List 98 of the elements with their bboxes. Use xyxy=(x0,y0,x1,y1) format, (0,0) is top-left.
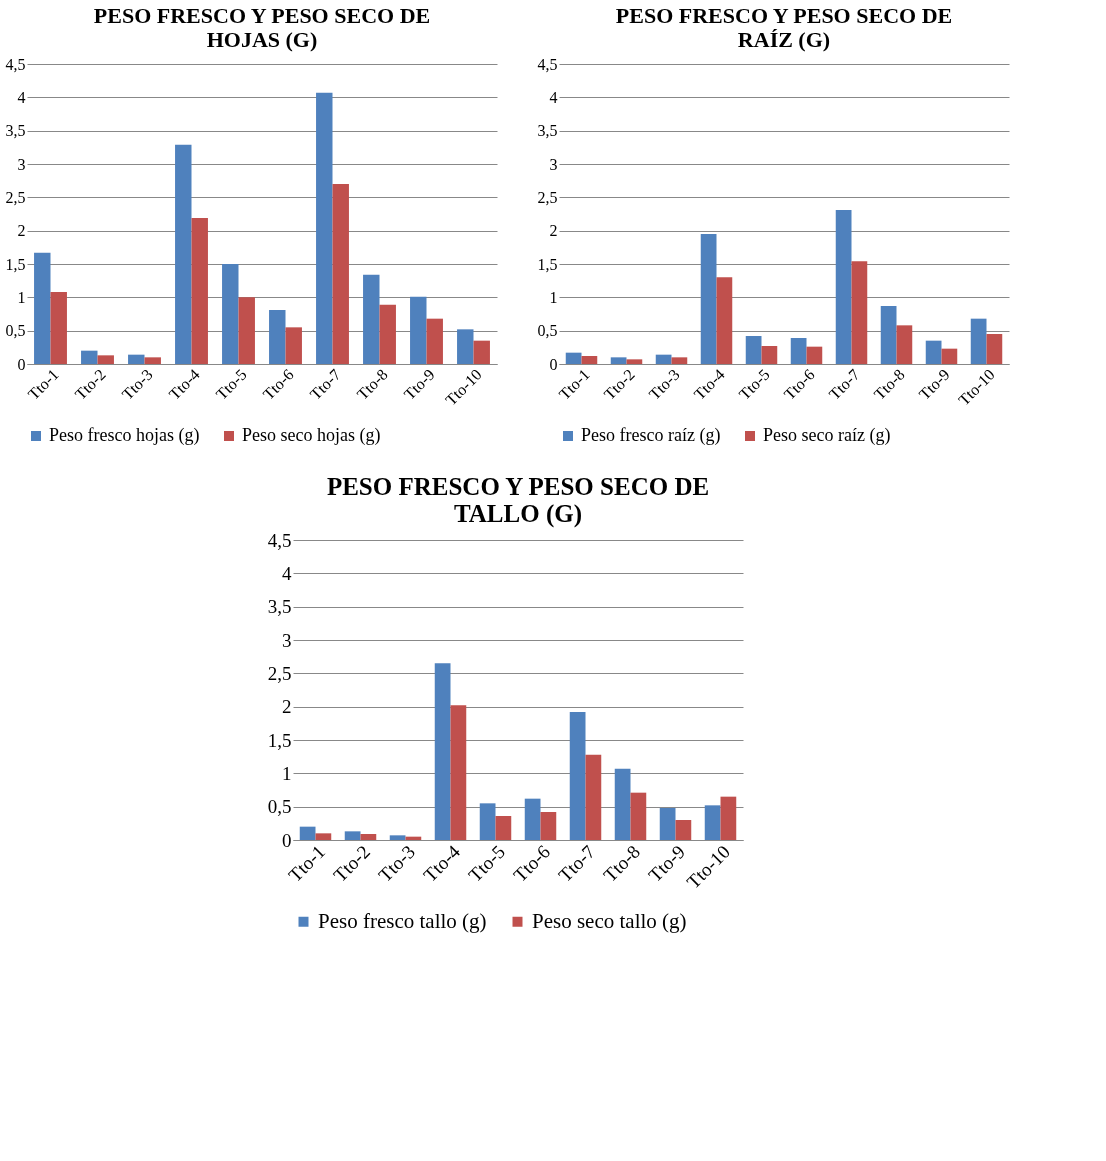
bar xyxy=(610,357,627,364)
y-tick-label: 0,5 xyxy=(5,322,26,340)
y-tick-label: 1 xyxy=(549,288,558,306)
bar xyxy=(97,355,114,364)
y-tick-label: 0 xyxy=(549,355,558,373)
chart-title: PESO FRESCO Y PESO SECO DE HOJAS (G) xyxy=(93,3,431,52)
y-tick-label: 0,5 xyxy=(537,322,558,340)
bar xyxy=(495,816,512,840)
bar xyxy=(700,234,717,364)
chart-title: PESO FRESCO Y PESO SECO DE TALLO (G) xyxy=(326,473,710,528)
legend-label: Peso fresco raíz (g) xyxy=(581,425,721,446)
bar xyxy=(389,835,406,840)
bar xyxy=(473,340,490,364)
legend-label: Peso seco raíz (g) xyxy=(763,425,891,446)
bar xyxy=(790,338,807,364)
bar xyxy=(671,357,688,364)
y-tick-label: 2,5 xyxy=(537,188,558,206)
bar xyxy=(720,796,737,840)
bar xyxy=(880,306,897,364)
y-tick-label: 1 xyxy=(17,288,26,306)
bar xyxy=(925,340,942,364)
bar xyxy=(479,803,496,840)
bar xyxy=(175,144,192,364)
bar xyxy=(238,297,255,364)
y-tick-label: 3,5 xyxy=(267,596,292,618)
bar xyxy=(986,334,1003,364)
y-tick-label: 0 xyxy=(17,355,26,373)
bar xyxy=(144,357,161,364)
bar xyxy=(851,261,868,364)
bar xyxy=(222,264,239,364)
y-tick-label: 2 xyxy=(549,222,558,240)
bar xyxy=(360,834,377,840)
bar xyxy=(332,184,349,364)
bar xyxy=(569,712,586,840)
bar xyxy=(896,325,913,364)
bar xyxy=(434,663,451,840)
bar xyxy=(50,292,67,364)
y-tick-label: 4,5 xyxy=(267,529,292,551)
bar xyxy=(659,808,676,840)
chart-title: PESO FRESCO Y PESO SECO DE RAÍZ (G) xyxy=(615,3,953,52)
y-tick-label: 1,5 xyxy=(267,729,292,751)
y-tick-label: 2 xyxy=(282,696,292,718)
bar xyxy=(81,350,98,364)
y-tick-label: 1 xyxy=(282,762,292,784)
legend-label: Peso seco tallo (g) xyxy=(532,908,687,933)
bar xyxy=(630,792,647,840)
bar xyxy=(450,705,467,840)
bar xyxy=(565,352,582,364)
bar xyxy=(675,820,692,840)
bar xyxy=(285,327,302,364)
y-tick-label: 2 xyxy=(17,222,26,240)
bar xyxy=(316,92,333,364)
bar xyxy=(524,798,541,840)
bar xyxy=(426,318,443,364)
bar xyxy=(315,833,332,840)
bar xyxy=(128,354,145,364)
legend-label: Peso seco hojas (g) xyxy=(242,425,381,446)
y-tick-label: 2,5 xyxy=(5,188,26,206)
bar xyxy=(344,831,361,840)
bar xyxy=(581,356,598,364)
bar xyxy=(379,304,396,364)
y-tick-label: 4 xyxy=(17,88,26,106)
bar xyxy=(806,346,823,364)
y-tick-label: 3 xyxy=(549,155,558,173)
bar xyxy=(540,812,557,840)
y-tick-label: 3,5 xyxy=(537,122,558,140)
y-tick-label: 3,5 xyxy=(5,122,26,140)
y-tick-label: 4 xyxy=(282,562,292,584)
y-tick-label: 2,5 xyxy=(267,662,292,684)
y-tick-label: 0,5 xyxy=(267,796,292,818)
y-tick-label: 0 xyxy=(282,829,292,851)
bar xyxy=(614,768,631,840)
y-tick-label: 1,5 xyxy=(537,255,558,273)
bar xyxy=(626,359,643,364)
legend-label: Peso fresco hojas (g) xyxy=(49,425,200,446)
bar xyxy=(941,348,958,364)
y-tick-label: 4 xyxy=(549,88,558,106)
y-tick-label: 4,5 xyxy=(5,55,26,73)
bar xyxy=(585,754,602,840)
legend-label: Peso fresco tallo (g) xyxy=(318,908,487,933)
bar xyxy=(970,318,987,364)
bar xyxy=(745,336,762,364)
y-tick-label: 3 xyxy=(282,629,292,651)
bar xyxy=(191,218,208,364)
bar xyxy=(716,277,733,364)
bar xyxy=(269,310,286,364)
bar xyxy=(457,329,474,364)
bar xyxy=(761,346,778,364)
bar xyxy=(410,296,427,364)
y-tick-label: 1,5 xyxy=(5,255,26,273)
bar xyxy=(34,252,51,364)
bar xyxy=(704,805,721,840)
bar xyxy=(363,274,380,364)
bar xyxy=(655,354,672,364)
bar xyxy=(299,826,316,840)
y-tick-label: 3 xyxy=(17,155,26,173)
y-tick-label: 4,5 xyxy=(537,55,558,73)
bar xyxy=(835,210,852,364)
